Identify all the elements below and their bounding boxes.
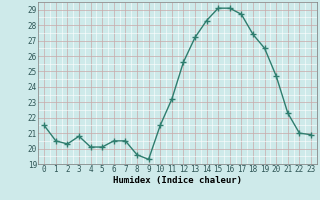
- X-axis label: Humidex (Indice chaleur): Humidex (Indice chaleur): [113, 176, 242, 185]
